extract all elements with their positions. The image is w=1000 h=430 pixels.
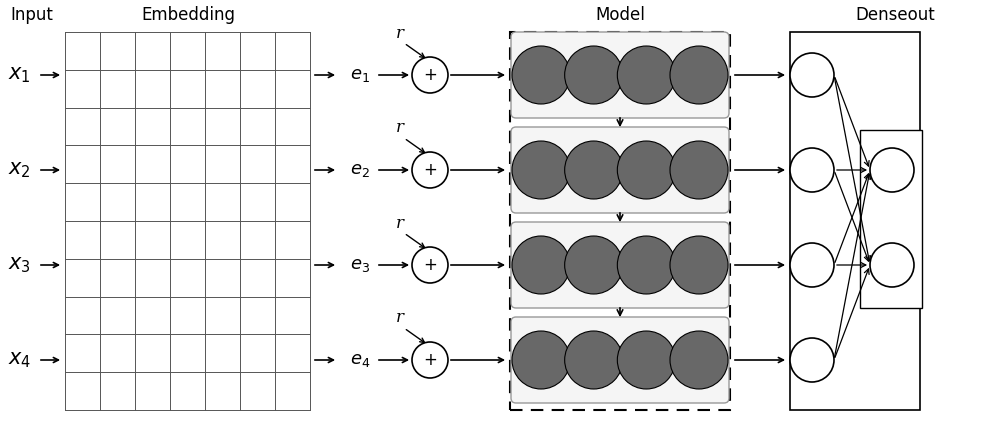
Text: $e_4$: $e_4$ [350, 351, 370, 369]
Text: r: r [396, 310, 404, 326]
Circle shape [512, 331, 570, 389]
Circle shape [617, 236, 675, 294]
Circle shape [670, 236, 728, 294]
Circle shape [512, 46, 570, 104]
Text: Model: Model [595, 6, 645, 24]
Text: $e_2$: $e_2$ [350, 161, 370, 179]
FancyBboxPatch shape [511, 222, 729, 308]
Text: +: + [423, 256, 437, 274]
Bar [510, 32, 730, 410]
Text: Input: Input [11, 6, 53, 24]
Circle shape [617, 141, 675, 199]
Circle shape [565, 331, 623, 389]
FancyBboxPatch shape [511, 32, 729, 118]
FancyBboxPatch shape [511, 317, 729, 403]
Bar [860, 130, 922, 308]
Circle shape [870, 243, 914, 287]
Circle shape [790, 53, 834, 97]
Circle shape [790, 148, 834, 192]
Text: Denseout: Denseout [855, 6, 935, 24]
Text: $x_3$: $x_3$ [8, 255, 31, 275]
Text: +: + [423, 351, 437, 369]
Circle shape [412, 342, 448, 378]
Circle shape [617, 46, 675, 104]
Text: $x_1$: $x_1$ [8, 65, 31, 85]
Text: r: r [396, 25, 404, 42]
Circle shape [670, 331, 728, 389]
Circle shape [412, 57, 448, 93]
FancyBboxPatch shape [511, 127, 729, 213]
Circle shape [512, 236, 570, 294]
Circle shape [670, 141, 728, 199]
Circle shape [565, 236, 623, 294]
Text: $e_1$: $e_1$ [350, 66, 370, 84]
Circle shape [412, 152, 448, 188]
Circle shape [565, 46, 623, 104]
Circle shape [565, 141, 623, 199]
Circle shape [512, 141, 570, 199]
Text: r: r [396, 215, 404, 231]
Circle shape [670, 46, 728, 104]
Text: +: + [423, 161, 437, 179]
Circle shape [412, 247, 448, 283]
Circle shape [790, 243, 834, 287]
Text: $x_4$: $x_4$ [8, 350, 31, 370]
Circle shape [617, 331, 675, 389]
Circle shape [790, 338, 834, 382]
Circle shape [870, 148, 914, 192]
Text: +: + [423, 66, 437, 84]
Text: r: r [396, 120, 404, 136]
Text: $x_2$: $x_2$ [8, 160, 31, 180]
Bar [790, 32, 920, 410]
Text: Embedding: Embedding [141, 6, 235, 24]
Text: $e_3$: $e_3$ [350, 256, 370, 274]
